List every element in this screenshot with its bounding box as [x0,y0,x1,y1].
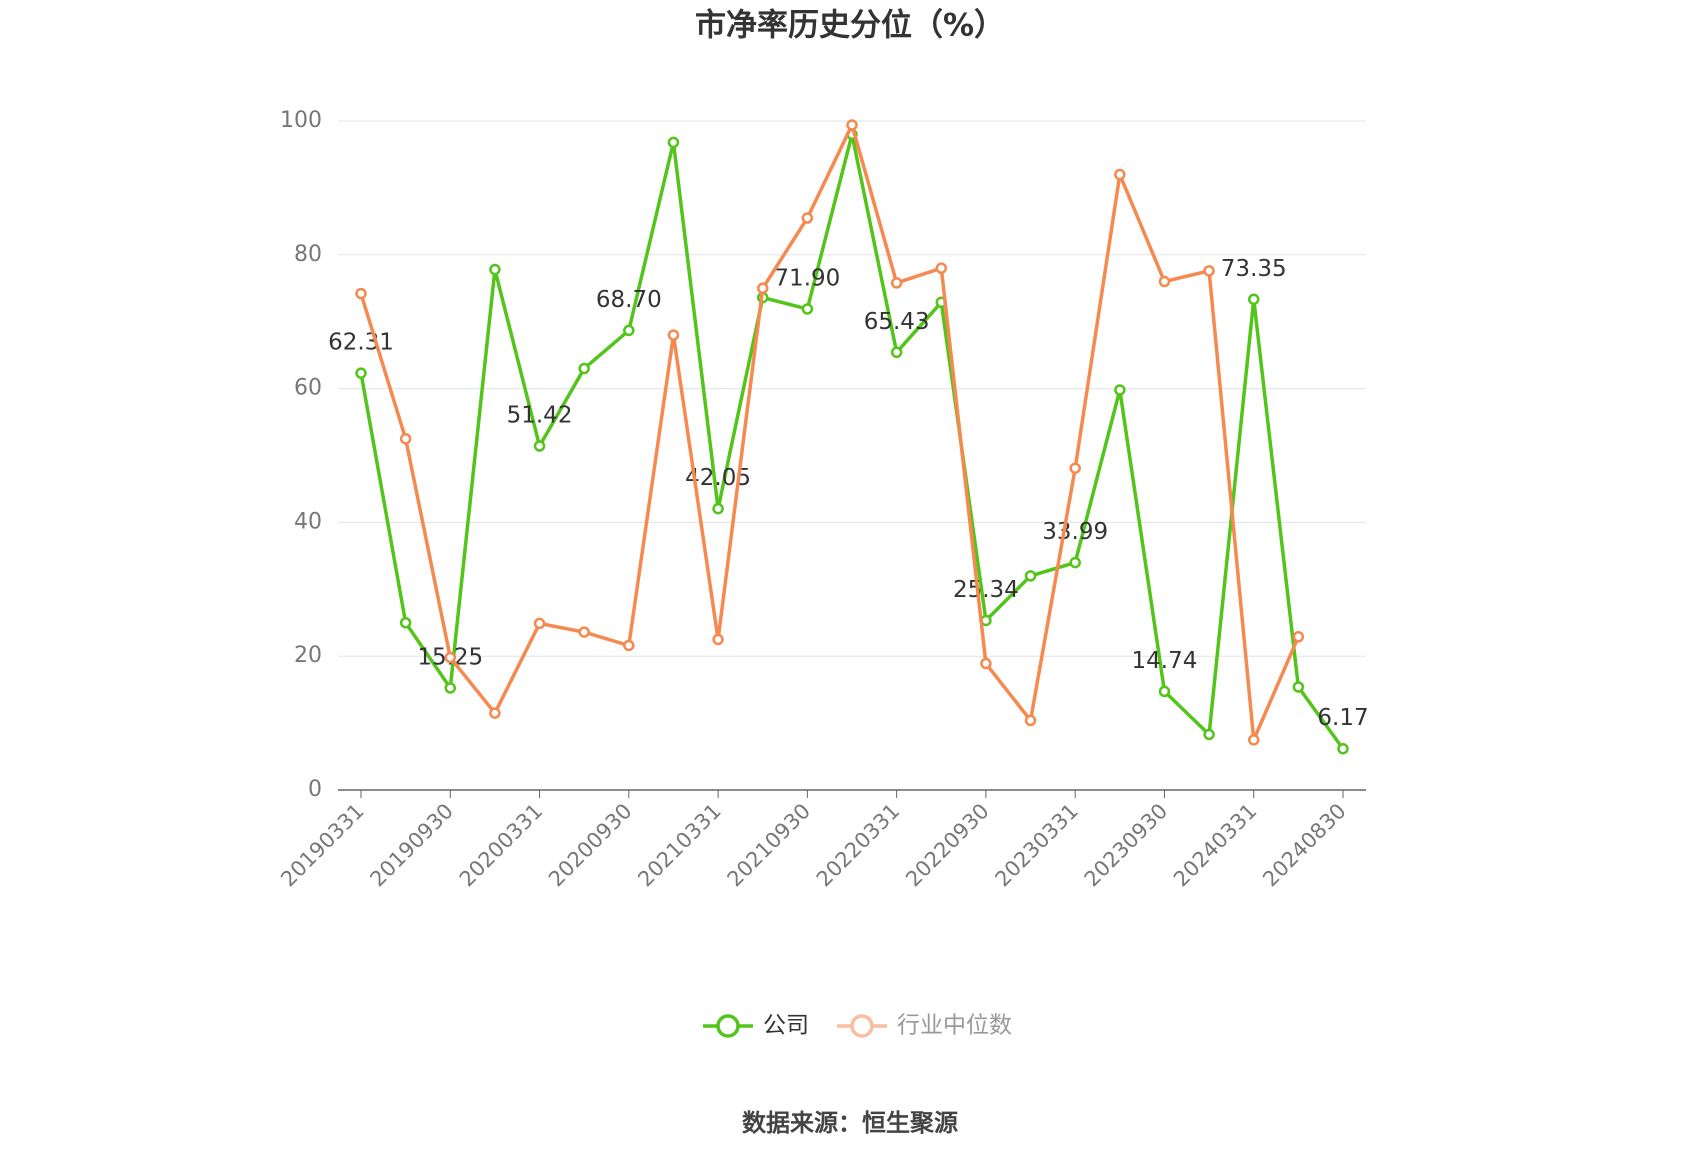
x-tick-label: 20240331 [1169,799,1262,892]
data-point [533,440,546,452]
data-point [444,651,457,664]
y-tick-label: 0 [308,777,322,802]
data-point [667,329,680,341]
data-point [1247,293,1260,306]
data-point [890,277,903,289]
series-line [359,123,1300,742]
data-point [444,682,457,694]
data-point [1203,728,1215,741]
data-label: 65.43 [864,309,930,335]
data-point [756,282,769,294]
data-label: 33.99 [1042,519,1108,545]
x-tick-label: 20230930 [1080,799,1173,892]
source: 数据来源：恒生聚源 [742,1109,958,1137]
data-point [1337,742,1349,755]
y-tick-label: 20 [294,643,322,668]
data-point [355,287,367,300]
data-label: 51.42 [507,403,573,429]
x-tick-label: 20220930 [901,799,994,892]
data-point [1114,168,1126,181]
x-tick-label: 20210930 [723,799,816,892]
x-tick-label: 20230331 [990,799,1083,892]
data-point [623,324,635,337]
data-point [489,263,501,276]
data-point [399,433,412,445]
data-point [1114,384,1126,396]
legend-marker [716,1014,740,1038]
data-point [1158,685,1171,698]
data-point [1292,681,1305,693]
data-point [355,367,367,379]
y-tick-label: 80 [294,242,322,267]
data-point [1024,570,1037,582]
y-tick-label: 40 [294,509,322,534]
x-tick-label: 20240830 [1258,799,1351,892]
data-point [801,303,814,315]
data-label: 25.34 [953,577,1019,603]
data-point [1069,462,1081,474]
chart-title: 市净率历史分位（%） [695,8,1005,44]
data-label: 71.90 [774,265,840,291]
data-point [846,119,858,131]
data-point [667,136,680,149]
legend-label: 公司 [763,1013,809,1039]
x-tick-label: 20220331 [812,799,905,892]
data-point [712,633,724,646]
x-tick-label: 20200331 [455,799,548,892]
data-point [578,362,590,375]
x-tick-label: 20200930 [544,799,637,892]
data-label: 14.74 [1132,648,1198,674]
y-tick-label: 60 [294,376,322,401]
data-label: 73.35 [1221,256,1287,282]
data-label: 68.70 [596,287,662,313]
x-tick-label: 20190930 [365,799,458,892]
y-tick-label: 100 [280,108,322,133]
data-point [1024,714,1037,727]
data-point [399,617,412,629]
data-point [935,262,948,274]
data-point [489,707,501,719]
data-point [980,657,992,670]
x-tick-label: 20210331 [633,799,726,892]
data-label: 6.17 [1317,705,1368,731]
data-point [623,639,635,652]
data-point [578,626,590,638]
legend-marker [850,1014,874,1038]
data-point [1292,631,1305,643]
data-point [712,502,724,515]
data-point [1158,275,1171,288]
data-point [890,346,903,359]
data-point [1069,556,1081,569]
data-point [1203,265,1215,277]
data-point [1247,734,1260,746]
data-point [801,212,814,224]
x-tick-label: 20190331 [276,799,369,892]
legend-label: 行业中位数 [897,1013,1012,1039]
data-point [533,617,546,630]
data-label: 62.31 [328,330,394,356]
